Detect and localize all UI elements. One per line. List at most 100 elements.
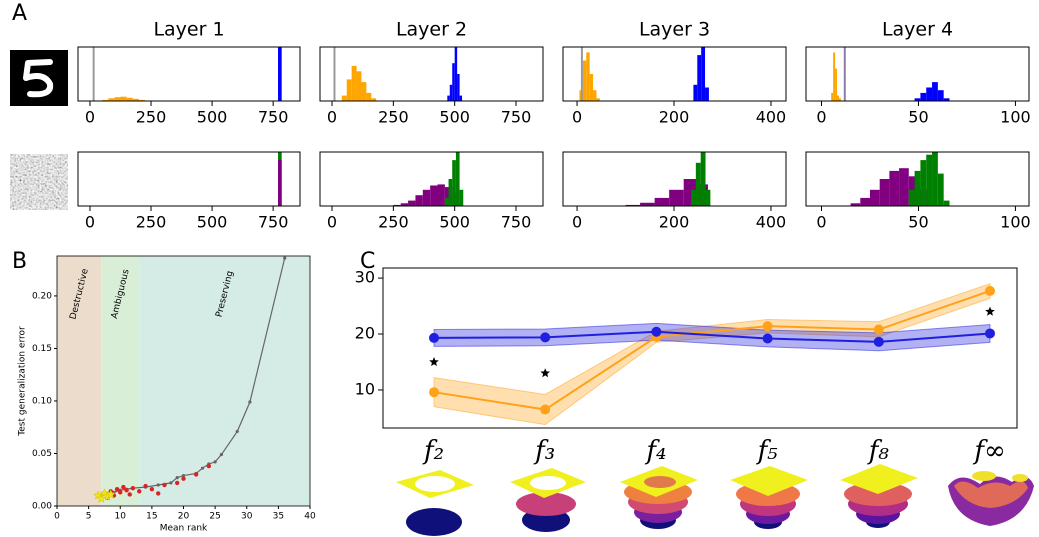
point (213, 460, 217, 464)
y-axis-label: Test generalization error (18, 326, 28, 437)
x-tick-label: 15 (146, 512, 157, 522)
histogram-bar (669, 189, 684, 206)
point (130, 485, 136, 491)
histogram-bar (415, 195, 423, 206)
y-tick-label: 0.10 (32, 396, 52, 406)
region (101, 256, 140, 506)
histogram-bar (695, 162, 701, 206)
histogram-bar (120, 96, 127, 101)
point (429, 387, 439, 398)
histogram-bar (393, 204, 401, 206)
x-tick-label: 50 (908, 213, 928, 232)
histogram-bar (850, 203, 861, 206)
histogram-bar (837, 95, 839, 101)
axes-frame (77, 46, 301, 102)
histogram-bar (346, 79, 352, 101)
histogram-bar (640, 202, 655, 206)
panel-label: A (12, 1, 27, 26)
noise-image (10, 154, 68, 210)
digit-image (10, 50, 68, 106)
x-tick-label: 400 (756, 213, 787, 232)
histogram-bar (838, 98, 841, 101)
histogram-bar (400, 203, 409, 206)
histogram-bar (700, 152, 706, 206)
point (429, 332, 439, 343)
histogram-bar (459, 189, 464, 206)
category-label: f₅ (756, 436, 779, 466)
histogram-bar (371, 98, 377, 101)
region (139, 256, 310, 506)
histogram-bar (943, 200, 950, 206)
histogram-bar (697, 55, 702, 101)
x-tick-label: 30 (241, 512, 253, 522)
panel-label: B (12, 249, 27, 274)
x-tick-label: 750 (501, 108, 532, 127)
histogram-bar (589, 74, 594, 101)
point (181, 476, 186, 481)
x-tick-label: 5 (86, 512, 92, 522)
point (873, 324, 884, 335)
point (169, 481, 173, 485)
histogram-bar (937, 173, 944, 206)
histogram-bar (869, 189, 880, 206)
histogram-bar (932, 152, 938, 206)
histogram-bar (889, 170, 900, 206)
star-point (106, 489, 116, 499)
histogram-bar (126, 97, 133, 101)
histogram-bar (448, 179, 453, 206)
y-tick-label: 10 (355, 379, 375, 398)
histogram-bar (138, 99, 145, 101)
point (175, 476, 179, 480)
point (235, 429, 239, 434)
x-tick-label: 750 (501, 213, 532, 232)
point (124, 488, 129, 493)
series-line (433, 289, 991, 411)
histogram-bar (926, 87, 933, 101)
point (174, 480, 180, 486)
histogram-bar (914, 170, 921, 206)
histogram-bar (444, 197, 449, 206)
point (114, 486, 120, 492)
x-tick-label: 200 (659, 213, 690, 232)
point (762, 321, 773, 332)
series-line (433, 330, 991, 343)
histogram-bar (860, 197, 870, 206)
histogram-bar (920, 92, 927, 101)
x-tick-label: 750 (258, 108, 289, 127)
axes-frame (77, 151, 301, 207)
histogram-bar (920, 160, 927, 206)
category-label: f₃ (533, 436, 555, 466)
histogram-bar (278, 47, 282, 101)
histogram-bar (835, 68, 838, 101)
histogram-bar (457, 74, 460, 101)
histogram-bar (582, 60, 587, 101)
x-tick-label: 100 (1000, 213, 1031, 232)
x-tick-label: 50 (908, 108, 928, 127)
surface-illustrations (396, 464, 1034, 536)
histogram-bar (701, 47, 706, 101)
subplot-title: Layer 2 (396, 19, 467, 41)
category-label: f₂ (422, 436, 444, 466)
point (248, 400, 252, 404)
histogram-bar (341, 95, 347, 101)
histogram-bar (690, 189, 696, 206)
histogram-bar (351, 65, 357, 101)
x-tick-label: 500 (439, 213, 470, 232)
axes-frame (805, 46, 1030, 102)
histogram-bar (452, 63, 455, 101)
histogram-bar (926, 154, 933, 206)
histogram-bar (132, 98, 139, 101)
histogram-bar (449, 84, 453, 101)
error-band (433, 322, 991, 352)
x-tick-label: 40 (304, 512, 316, 522)
histogram-bar (654, 197, 670, 206)
y-tick-label: 0.00 (32, 502, 52, 512)
histogram-bar (932, 82, 938, 101)
x-tick-label: 250 (378, 108, 409, 127)
histogram-bar (455, 152, 460, 206)
histogram-bar (908, 189, 915, 206)
point (540, 404, 551, 415)
x-tick-label: 250 (136, 213, 167, 232)
x-tick-label: 0 (327, 213, 337, 232)
point (200, 466, 205, 470)
